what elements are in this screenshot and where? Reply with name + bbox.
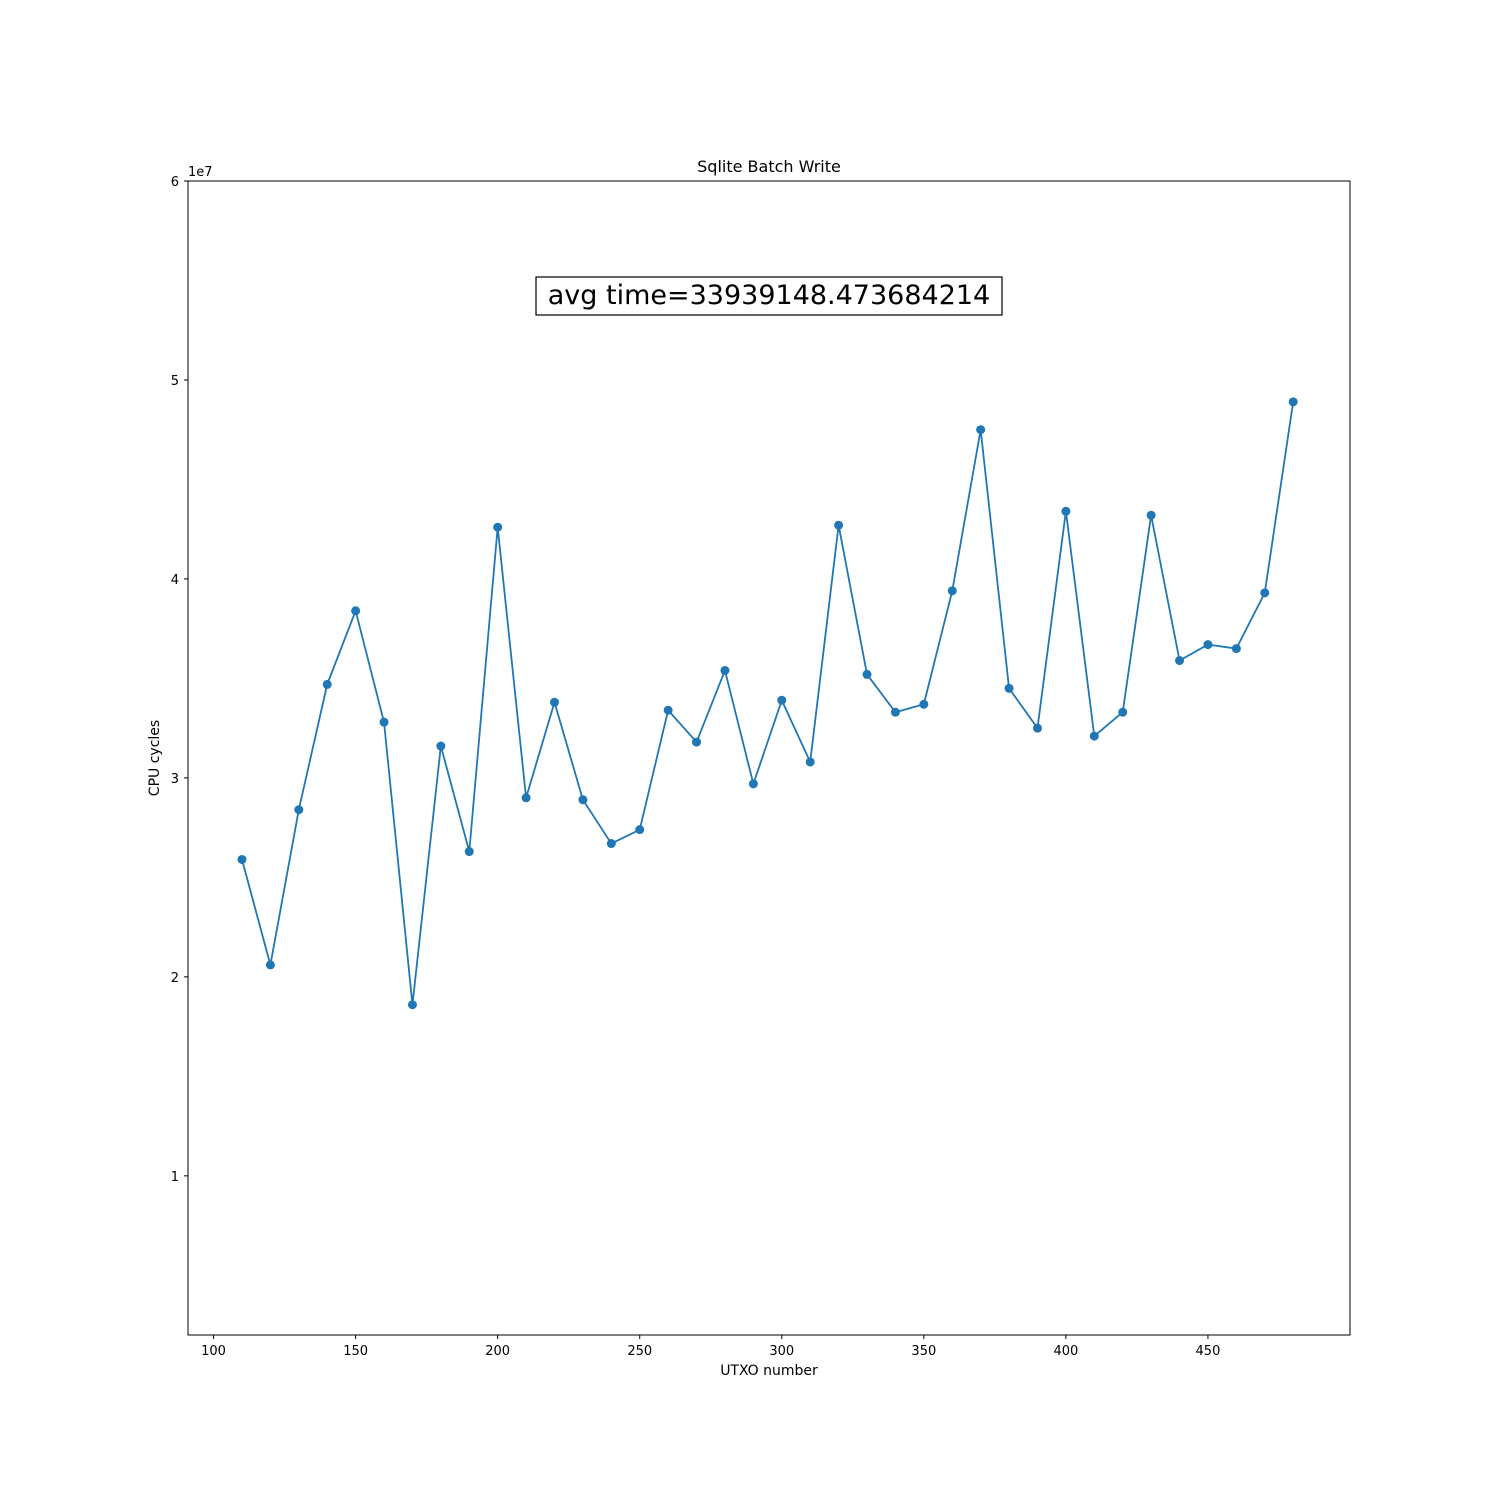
data-point — [1175, 656, 1185, 666]
plot-area — [187, 180, 1351, 1336]
x-tick-label: 250 — [627, 1344, 652, 1359]
data-point — [777, 695, 787, 705]
x-tick-label: 400 — [1053, 1344, 1078, 1359]
chart-title: Sqlite Batch Write — [697, 157, 841, 176]
data-point — [1032, 723, 1042, 733]
data-point — [1089, 731, 1099, 741]
annotation-box: avg time=33939148.473684214 — [535, 276, 1003, 316]
y-tick-label: 6 — [171, 175, 179, 190]
data-point — [1288, 397, 1298, 407]
data-point — [237, 854, 247, 864]
data-point — [635, 825, 645, 835]
data-point — [1061, 506, 1071, 516]
data-point — [351, 606, 361, 616]
data-point — [1146, 510, 1156, 520]
data-point — [606, 839, 616, 849]
y-tick-label: 5 — [171, 374, 179, 389]
annotation-frame — [535, 276, 1003, 316]
data-point — [521, 793, 531, 803]
data-point — [919, 699, 929, 709]
data-point — [1231, 644, 1241, 654]
y-tick-label: 1 — [171, 1170, 179, 1185]
x-tick-label: 100 — [201, 1344, 226, 1359]
data-point — [890, 707, 900, 717]
x-axis-label: UTXO number — [720, 1363, 818, 1379]
y-tick-label: 3 — [171, 772, 179, 787]
data-point — [294, 805, 304, 815]
data-point — [834, 520, 844, 530]
data-point — [407, 1000, 417, 1010]
data-point — [1118, 707, 1128, 717]
data-point — [1260, 588, 1270, 598]
data-point — [1004, 683, 1014, 693]
x-tick-label: 350 — [911, 1344, 936, 1359]
x-tick-label: 200 — [485, 1344, 510, 1359]
data-point — [976, 425, 986, 435]
y-offset-label: 1e7 — [188, 165, 213, 180]
y-axis-label: CPU cycles — [147, 720, 163, 796]
y-axis: 1 2 3 4 5 6 — [171, 175, 188, 1185]
data-point — [549, 697, 559, 707]
data-point — [720, 665, 730, 675]
data-point — [748, 779, 758, 789]
data-point — [862, 669, 872, 679]
plot-frame — [187, 180, 1351, 1336]
data-point — [692, 737, 702, 747]
annotation-text: avg time=33939148.473684214 — [548, 280, 990, 311]
data-point — [265, 960, 275, 970]
data-point — [578, 795, 588, 805]
data-point — [947, 586, 957, 596]
data-point — [805, 757, 815, 767]
x-tick-label: 300 — [769, 1344, 794, 1359]
series-layer — [237, 397, 1298, 1010]
x-tick-label: 150 — [343, 1344, 368, 1359]
data-point — [1203, 640, 1213, 650]
y-tick-label: 2 — [171, 971, 179, 986]
data-point — [464, 847, 474, 857]
data-point — [436, 741, 446, 751]
x-tick-label: 450 — [1196, 1344, 1221, 1359]
data-point — [379, 717, 389, 727]
y-tick-label: 4 — [171, 573, 179, 588]
data-point — [322, 679, 332, 689]
data-point — [493, 522, 503, 532]
x-axis: 100 150 200 250 300 350 400 450 — [201, 1335, 1220, 1359]
series-line — [241, 401, 1295, 1006]
data-point — [663, 705, 673, 715]
